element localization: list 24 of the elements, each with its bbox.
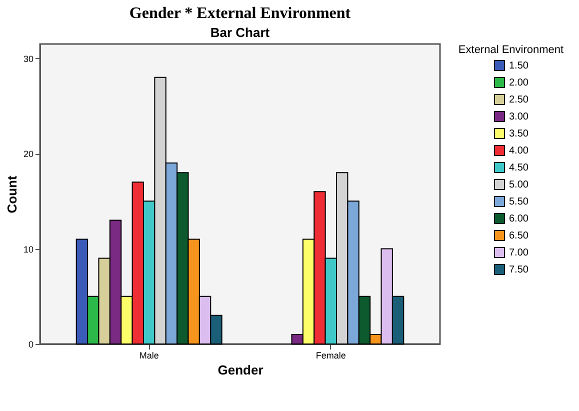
y-axis-title: Count: [4, 175, 20, 214]
legend-label: 7.50: [509, 264, 529, 276]
legend-label: 2.50: [509, 94, 529, 106]
legend-title: External Environment: [458, 44, 564, 56]
chart-subtitle: Bar Chart: [210, 25, 270, 40]
y-tick-label: 20: [23, 149, 34, 160]
legend-label: 4.50: [509, 162, 529, 174]
x-tick-label: Male: [139, 350, 159, 360]
x-tick-label: Female: [316, 350, 346, 360]
legend-label: 1.50: [509, 60, 529, 72]
x-axis-title: Gender: [218, 362, 264, 378]
y-tick-label: 0: [28, 340, 34, 350]
legend-label: 5.00: [509, 180, 529, 190]
legend-label: 4.00: [509, 146, 529, 156]
y-tick-label: 30: [23, 54, 34, 64]
legend-label: 3.00: [509, 112, 529, 122]
y-tick-label: 10: [23, 244, 34, 254]
legend-label: 2.00: [509, 78, 529, 88]
chart-title: Gender * External Environment: [129, 5, 352, 22]
legend-label: 3.50: [509, 128, 529, 140]
legend-label: 6.50: [509, 230, 529, 242]
legend-label: 7.00: [509, 248, 529, 258]
legend-label: 6.00: [509, 214, 529, 224]
legend-label: 5.50: [509, 196, 529, 208]
